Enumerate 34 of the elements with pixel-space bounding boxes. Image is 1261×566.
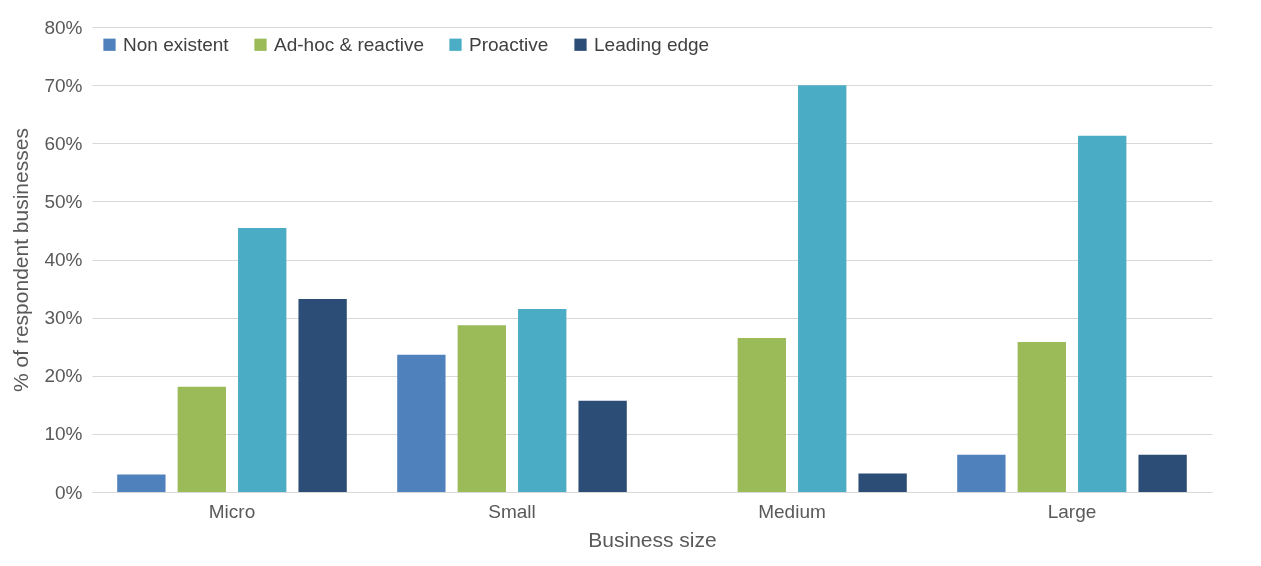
bar	[798, 85, 847, 492]
bar	[578, 400, 627, 492]
y-tick-label: 50%	[44, 190, 83, 212]
x-tick-label: Micro	[208, 500, 256, 522]
y-axis-title: % of respondent businesses	[9, 128, 33, 392]
legend-label: Ad-hoc & reactive	[274, 33, 424, 55]
legend-label: Leading edge	[594, 33, 710, 55]
bar	[1138, 454, 1187, 492]
y-tick-label: 60%	[44, 132, 83, 154]
y-tick-label: 10%	[44, 423, 83, 445]
bar	[397, 354, 446, 492]
y-tick-label: 0%	[55, 481, 83, 503]
x-tick-label: Small	[488, 500, 536, 522]
bar	[117, 474, 166, 492]
x-axis-title: Business size	[588, 527, 717, 551]
legend-label: Proactive	[469, 33, 549, 55]
bar	[1078, 135, 1127, 492]
bar	[737, 337, 786, 492]
y-tick-label: 70%	[44, 74, 83, 96]
bar	[858, 473, 907, 492]
bar	[957, 454, 1006, 492]
legend-label: Non existent	[123, 33, 230, 55]
y-tick-label: 80%	[44, 16, 83, 38]
bar	[238, 228, 287, 492]
x-tick-label: Medium	[758, 500, 826, 522]
x-tick-label: Large	[1047, 500, 1097, 522]
y-tick-label: 40%	[44, 249, 83, 270]
bar	[518, 308, 567, 492]
bar	[1017, 342, 1066, 492]
y-tick-label: 20%	[44, 365, 83, 387]
bar	[298, 299, 347, 492]
bar	[457, 325, 506, 492]
y-tick-label: 30%	[44, 307, 83, 329]
bar	[177, 386, 226, 492]
